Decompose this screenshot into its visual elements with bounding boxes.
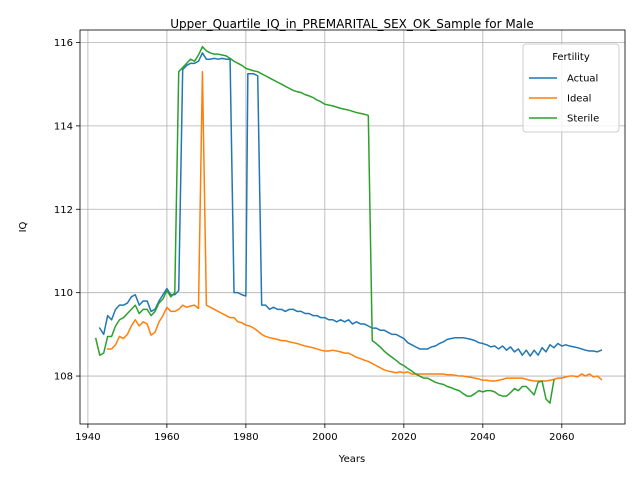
legend: Fertility Actual Ideal Sterile: [522, 43, 620, 133]
series-lines: [94, 45, 603, 404]
chart-title: Upper_Quartile_IQ_in_PREMARITAL_SEX_OK_S…: [170, 17, 534, 31]
x-tick: 2060: [549, 424, 575, 443]
x-tick-label: 2000: [312, 432, 337, 443]
y-tick-label: 112: [54, 205, 73, 216]
x-tick: 1960: [154, 424, 180, 443]
x-tick: 1940: [75, 424, 101, 443]
legend-item-actual: Actual: [529, 74, 598, 85]
x-tick-label: 1940: [75, 432, 100, 443]
x-axis-ticks: 1940 1960 1980 2000 2020 2040 2060: [75, 424, 575, 443]
y-tick: 114: [54, 121, 80, 132]
x-tick: 1980: [233, 424, 259, 443]
x-axis-label: Years: [338, 454, 365, 465]
plot-frame: [79, 29, 626, 425]
x-tick: 2040: [470, 424, 496, 443]
legend-label: Ideal: [567, 94, 591, 105]
x-tick-label: 1980: [233, 432, 258, 443]
series-line-actual: [98, 52, 603, 357]
y-tick: 116: [54, 38, 80, 49]
legend-title: Fertility: [552, 52, 590, 63]
x-tick-label: 2060: [549, 432, 574, 443]
legend-label: Sterile: [567, 114, 599, 125]
y-axis-ticks: 108 110 112 114 116: [54, 38, 80, 383]
series-line-sterile: [94, 45, 555, 404]
legend-item-sterile: Sterile: [529, 114, 599, 125]
y-tick-label: 116: [54, 38, 73, 49]
y-tick-label: 110: [54, 288, 73, 299]
y-tick: 112: [54, 205, 80, 216]
series-line-ideal: [106, 70, 603, 382]
x-tick-label: 2020: [391, 432, 416, 443]
y-tick: 108: [54, 372, 80, 383]
x-tick: 2000: [312, 424, 338, 443]
legend-label: Actual: [567, 74, 598, 85]
x-tick-label: 2040: [470, 432, 495, 443]
legend-item-ideal: Ideal: [529, 94, 591, 105]
x-tick-label: 1960: [154, 432, 179, 443]
y-tick-label: 108: [54, 372, 73, 383]
y-tick-label: 114: [54, 121, 73, 132]
y-tick: 110: [54, 288, 80, 299]
y-axis-label: IQ: [18, 221, 29, 232]
legend-box: [522, 43, 620, 133]
x-tick: 2020: [391, 424, 417, 443]
